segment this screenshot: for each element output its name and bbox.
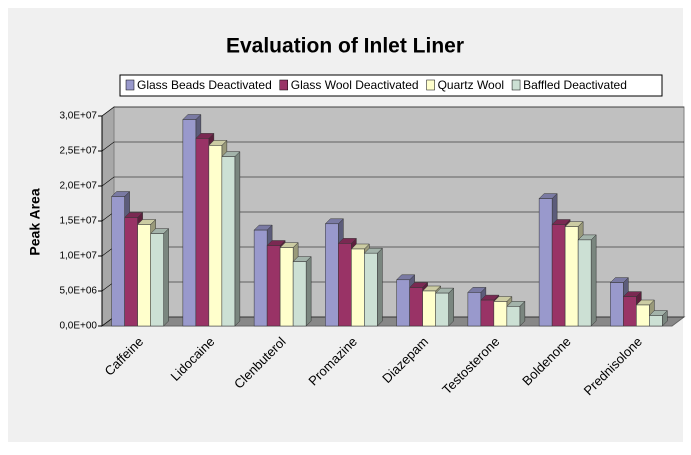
bar-front [636,304,650,327]
y-tick-label: 1,5E+07 [59,216,97,227]
bar [648,309,668,327]
chart-title: Evaluation of Inlet Liner [226,35,464,58]
bar [506,300,526,327]
bar-front [338,243,352,327]
bar-front [623,296,637,327]
bar-front [266,245,281,327]
y-tick-label: 1,0E+07 [59,251,97,262]
bar-front [610,282,624,327]
y-tick-label: 2,5E+07 [59,146,97,157]
bar-side [234,150,241,327]
bar-front [111,196,125,327]
legend-swatch [125,79,135,91]
legend-label: Baffled Deactivated [523,78,627,92]
bar-front [396,279,410,327]
bar-front [195,138,210,327]
bar-side [377,247,383,327]
bar-front [467,292,482,327]
legend-swatch [511,79,521,91]
bar-front [435,292,449,327]
legend-swatch [279,79,288,91]
bar-front [351,248,365,327]
legend-swatch [426,79,435,91]
bar-front [422,290,436,327]
bar-side [448,287,454,327]
bar-front [538,198,553,327]
bar-side [305,255,312,327]
bar-front [208,145,223,327]
bar [221,150,241,327]
y-tick-label: 2,0E+07 [59,181,97,192]
bar-front [564,226,579,327]
bar-front [409,287,423,327]
bar-front [577,239,592,327]
bar [363,247,383,327]
bar-side [163,227,169,327]
bar-front [649,315,663,327]
bar [435,287,455,327]
bar-front [551,224,566,327]
bar-front [292,261,307,327]
bar-front [124,217,138,327]
grid-line [101,106,684,117]
y-tick-label: 0,0E+00 [59,321,97,332]
bar-side [590,234,597,327]
bar-front [325,223,339,327]
y-tick-label: 5,0E+06 [59,286,97,297]
bar-front [364,252,378,327]
grid-line [101,176,684,187]
y-axis-title: Peak Area [27,188,43,255]
bar-front [150,233,164,327]
bar-front [493,301,508,327]
legend-label: Glass Beads Deactivated [137,78,272,92]
bar [577,234,597,327]
bar-front [137,224,151,327]
bar-front [221,156,236,327]
bar-front [480,299,495,327]
bar [150,227,170,327]
legend-label: Quartz Wool [438,78,504,92]
bar-front [506,306,521,327]
bar-front [279,247,294,327]
y-tick-label: 3,0E+07 [59,111,97,122]
bar [292,255,312,327]
legend [119,74,663,97]
bar-front [253,229,268,327]
grid-line [101,141,684,152]
legend-label: Glass Wool Deactivated [291,78,419,92]
bar-front [182,119,197,327]
